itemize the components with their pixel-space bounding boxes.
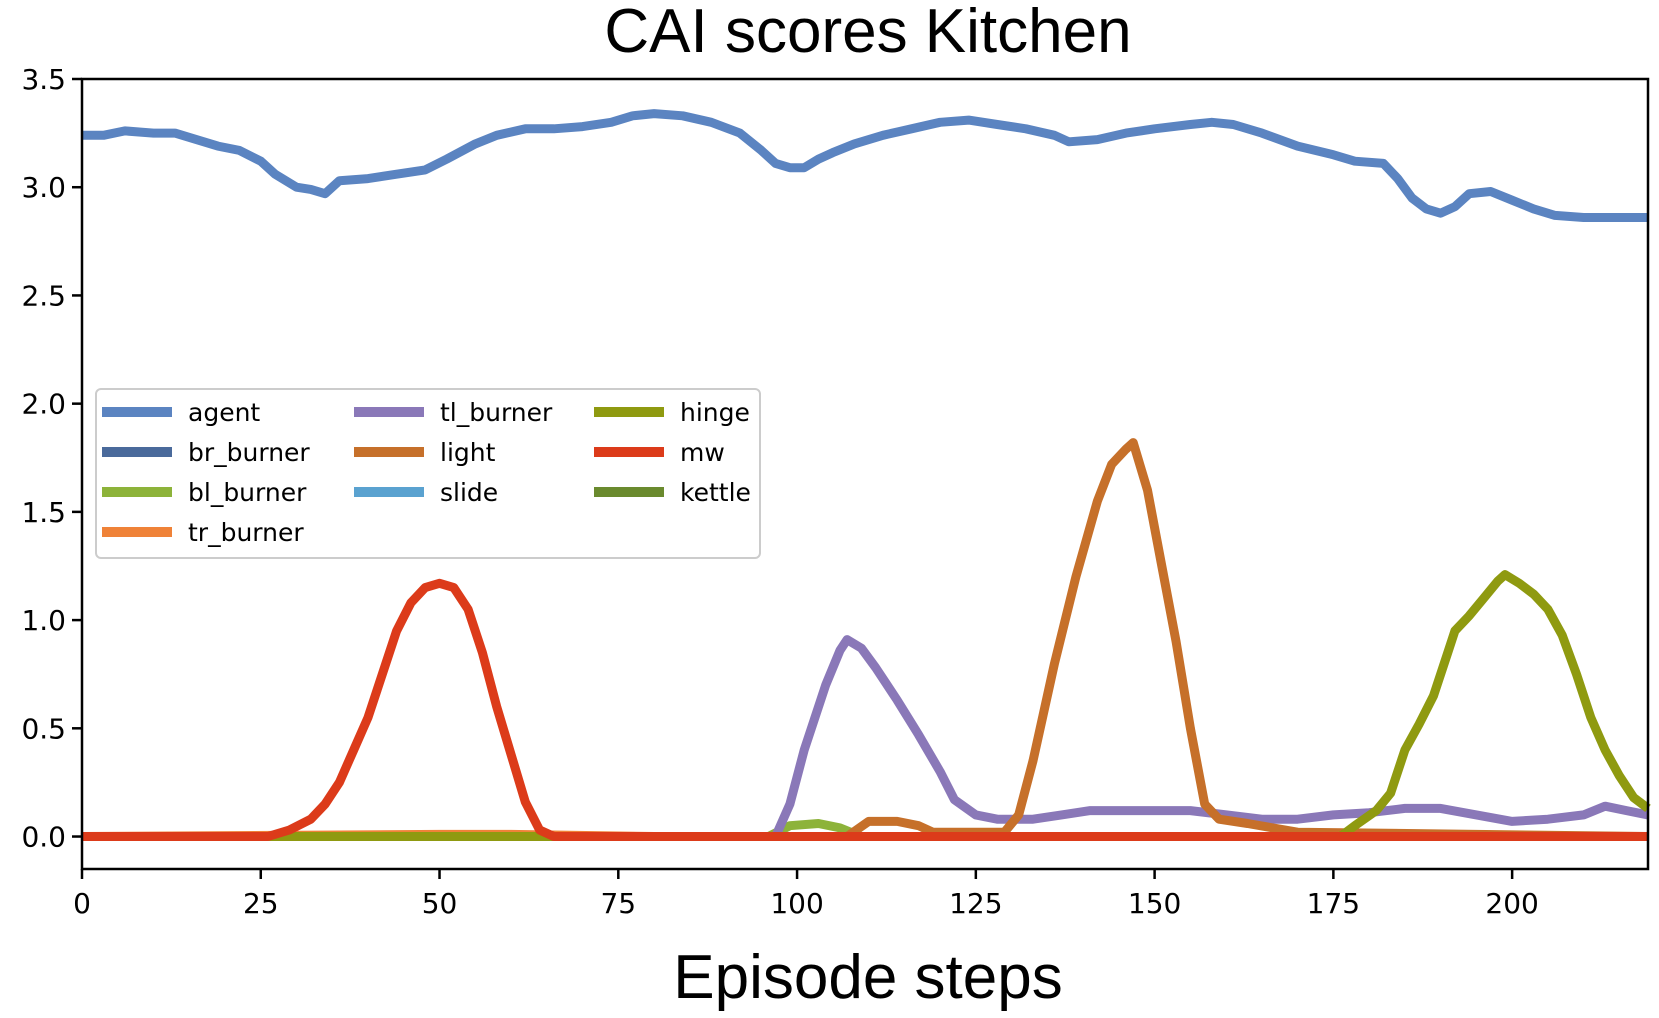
chart-title: CAI scores Kitchen: [604, 0, 1131, 66]
legend-label-tr-burner: tr_burner: [188, 518, 304, 547]
series-line-agent: [82, 109, 1648, 222]
y-tick-label: 2.5: [21, 279, 66, 312]
x-tick-label: 150: [1128, 887, 1181, 920]
legend-label-agent: agent: [188, 398, 260, 427]
x-axis-ticks: 0 25 50 75 100 125 150 175 200: [73, 869, 1539, 920]
y-tick-label: 0.5: [21, 712, 66, 745]
series-line-light: [82, 438, 1649, 841]
legend-label-bl-burner: bl_burner: [188, 478, 307, 507]
legend-box: [95, 388, 761, 559]
y-tick-label: 3.0: [21, 171, 66, 204]
legend: agent br_burner bl_burner tr_burner tl_burne…: [95, 388, 761, 559]
x-tick-label: 50: [422, 887, 458, 920]
legend-label-mw: mw: [680, 438, 725, 467]
series-line-hinge: [82, 570, 1651, 841]
y-tick-label: 3.5: [21, 63, 66, 96]
legend-label-slide: slide: [440, 478, 498, 507]
y-axis-ticks: 0.0 0.5 1.0 1.5 2.0 2.5 3.0 3.5: [21, 63, 82, 854]
series-line-tl-burner: [82, 635, 1649, 841]
y-tick-label: 1.0: [21, 604, 66, 637]
x-tick-label: 25: [243, 887, 279, 920]
legend-label-tl-burner: tl_burner: [440, 398, 553, 427]
x-tick-label: 100: [770, 887, 823, 920]
legend-label-light: light: [440, 438, 496, 467]
x-tick-label: 125: [949, 887, 1002, 920]
x-tick-label: 200: [1485, 887, 1538, 920]
x-tick-label: 75: [600, 887, 636, 920]
y-tick-label: 1.5: [21, 496, 66, 529]
x-tick-label: 0: [73, 887, 91, 920]
x-tick-label: 175: [1307, 887, 1360, 920]
legend-label-hinge: hinge: [680, 398, 750, 427]
legend-label-kettle: kettle: [680, 478, 751, 507]
y-tick-label: 2.0: [21, 388, 66, 421]
series-layer: [81, 109, 1651, 841]
series-line-mw: [82, 578, 1648, 841]
plot-frame: [80, 77, 1650, 871]
legend-label-br-burner: br_burner: [188, 438, 310, 467]
x-axis-label: Episode steps: [673, 943, 1062, 1012]
y-tick-label: 0.0: [21, 821, 66, 854]
